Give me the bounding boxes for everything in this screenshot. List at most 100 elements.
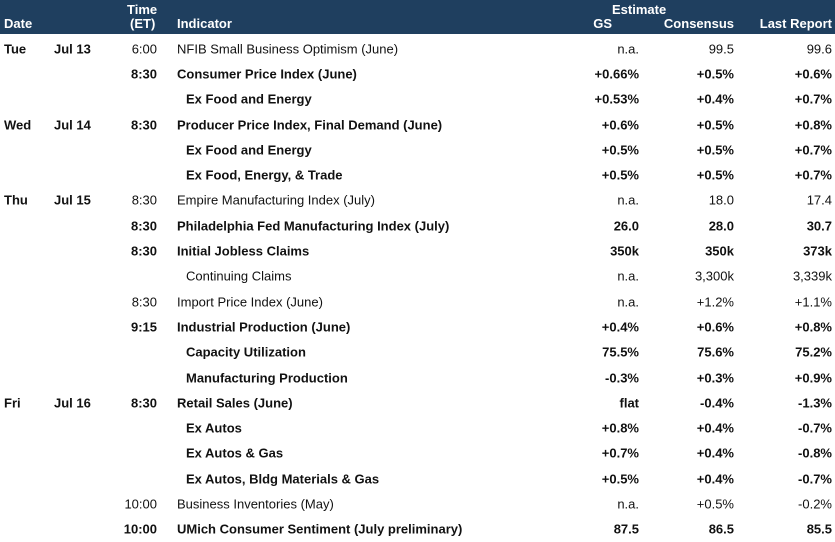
row-last-report: 3,339k [792, 268, 832, 284]
table-row: 8:30 Consumer Price Index (June) +0.66% +0.… [0, 61, 835, 86]
row-indicator: Industrial Production (June) [177, 319, 351, 335]
row-time: 8:30 [130, 243, 157, 259]
row-time: 10:00 [123, 521, 157, 537]
row-last-report: -0.2% [798, 496, 832, 512]
row-gs-estimate: n.a. [617, 294, 639, 310]
row-last-report: -0.7% [798, 471, 832, 487]
row-last-report: +0.7% [794, 142, 832, 158]
row-gs-estimate: +0.4% [601, 319, 639, 335]
row-gs-estimate: +0.66% [594, 66, 639, 82]
row-consensus: +0.6% [696, 319, 734, 335]
table-row: Fri Jul 16 8:30 Retail Sales (June) flat -0.4… [0, 390, 835, 415]
row-consensus: 18.0 [708, 192, 734, 208]
row-time: 8:30 [131, 294, 157, 310]
row-indicator: Philadelphia Fed Manufacturing Index (Ju… [177, 218, 450, 234]
row-gs-estimate: +0.5% [601, 167, 639, 183]
header-estimate: Estimate [612, 2, 667, 17]
row-last-report: +0.6% [794, 66, 832, 82]
row-last-report: -0.7% [798, 420, 832, 436]
row-consensus: +0.4% [696, 445, 734, 461]
row-gs-estimate: +0.5% [601, 142, 639, 158]
table-row: Tue Jul 13 6:00 NFIB Small Business Optimis… [0, 36, 835, 61]
table-row: Ex Food and Energy +0.5% +0.5% +0.7% [0, 137, 835, 162]
row-indicator: Initial Jobless Claims [177, 243, 310, 259]
row-indicator: Capacity Utilization [186, 344, 306, 360]
row-consensus: +0.3% [696, 370, 734, 385]
row-gs-estimate: 87.5 [613, 521, 639, 537]
row-last-report: -0.8% [798, 445, 832, 461]
row-gs-estimate: n.a. [617, 268, 639, 284]
row-last-report: +0.7% [794, 167, 832, 183]
row-indicator: Ex Food and Energy [186, 91, 312, 107]
row-day: Wed [4, 117, 32, 133]
table-body: Tue Jul 13 6:00 NFIB Small Business Optimis… [0, 36, 835, 542]
row-indicator: Ex Autos & Gas [186, 445, 284, 461]
table-row: 8:30 Initial Jobless Claims 350k 350k 373k [0, 238, 835, 263]
row-consensus: +1.2% [696, 294, 734, 310]
row-time: 8:30 [130, 395, 157, 411]
row-last-report: +0.8% [794, 319, 832, 335]
row-last-report: +0.8% [794, 117, 832, 133]
table-row: Manufacturing Production -0.3% +0.3% +0.9% [0, 365, 835, 390]
header-consensus: Consensus [663, 16, 734, 31]
row-time: 8:30 [131, 192, 157, 208]
row-gs-estimate: +0.5% [601, 471, 639, 487]
row-indicator: Manufacturing Production [186, 370, 348, 385]
row-last-report: +0.7% [794, 91, 832, 107]
table-row: 8:30 Philadelphia Fed Manufacturing Index… [0, 213, 835, 238]
row-indicator: Ex Food, Energy, & Trade [186, 167, 343, 183]
row-consensus: 75.6% [697, 344, 734, 360]
header-gs: GS [593, 16, 612, 31]
row-last-report: 75.2% [795, 344, 832, 360]
row-gs-estimate: n.a. [617, 496, 639, 512]
row-gs-estimate: +0.53% [594, 91, 639, 107]
table-row: Ex Autos & Gas +0.7% +0.4% -0.8% [0, 441, 835, 466]
row-day: Thu [4, 192, 28, 208]
row-indicator: Ex Autos [186, 420, 242, 436]
row-indicator: Producer Price Index, Final Demand (June… [177, 117, 443, 133]
row-gs-estimate: +0.7% [601, 445, 639, 461]
row-indicator: UMich Consumer Sentiment (July prelimina… [177, 521, 463, 537]
row-consensus: 3,300k [694, 268, 734, 284]
row-last-report: 85.5 [806, 521, 832, 537]
header-time-et: (ET) [130, 16, 156, 31]
row-indicator: Business Inventories (May) [177, 496, 334, 512]
row-time: 10:00 [124, 496, 157, 512]
row-gs-estimate: 75.5% [602, 344, 639, 360]
row-gs-estimate: n.a. [617, 192, 639, 208]
row-gs-estimate: flat [619, 395, 640, 411]
row-consensus: 350k [705, 243, 734, 259]
table-row: Thu Jul 15 8:30 Empire Manufacturing Index … [0, 188, 835, 213]
row-consensus: 86.5 [708, 521, 734, 537]
header-last-report: Last Report [759, 16, 832, 31]
row-time: 8:30 [130, 218, 157, 234]
row-consensus: 99.5 [708, 41, 734, 57]
row-gs-estimate: -0.3% [605, 370, 639, 385]
table-row: 10:00 UMich Consumer Sentiment (July prel… [0, 517, 835, 542]
row-gs-estimate: +0.6% [601, 117, 639, 133]
row-gs-estimate: 350k [610, 243, 639, 259]
row-indicator: NFIB Small Business Optimism (June) [177, 41, 399, 57]
row-gs-estimate: n.a. [617, 41, 639, 57]
row-last-report: 373k [803, 243, 832, 259]
row-consensus: +0.5% [696, 167, 734, 183]
row-date: Jul 16 [54, 395, 91, 411]
row-consensus: +0.4% [696, 471, 734, 487]
row-indicator: Ex Food and Energy [186, 142, 312, 158]
row-day: Tue [4, 41, 27, 57]
row-date: Jul 15 [54, 192, 91, 208]
header-indicator: Indicator [177, 16, 232, 31]
row-time: 6:00 [131, 41, 157, 57]
row-consensus: 28.0 [708, 218, 734, 234]
row-last-report: +0.9% [794, 370, 832, 385]
row-time: 8:30 [130, 66, 157, 82]
row-last-report: 17.4 [806, 192, 832, 208]
row-consensus: +0.5% [696, 66, 734, 82]
header-date: Date [4, 16, 33, 31]
table-row: Ex Food, Energy, & Trade +0.5% +0.5% +0.7% [0, 162, 835, 187]
row-indicator: Import Price Index (June) [177, 294, 323, 310]
row-indicator: Consumer Price Index (June) [177, 66, 357, 82]
row-last-report: -1.3% [798, 395, 832, 411]
table-row: Ex Autos +0.8% +0.4% -0.7% [0, 415, 835, 440]
row-indicator: Retail Sales (June) [177, 395, 293, 411]
